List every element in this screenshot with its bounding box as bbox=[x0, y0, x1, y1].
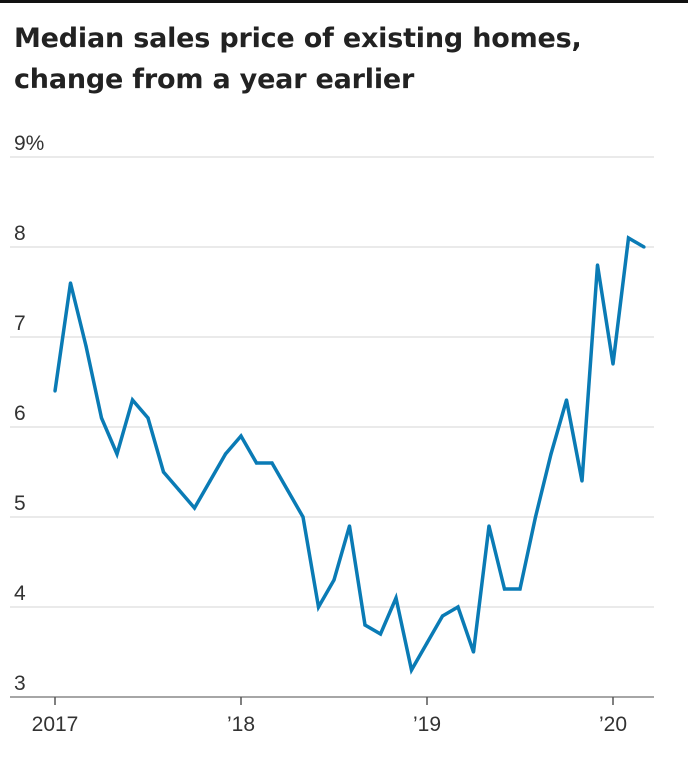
x-tick-label: 2017 bbox=[32, 713, 79, 736]
data-point bbox=[239, 434, 243, 438]
data-point bbox=[549, 452, 553, 456]
data-point bbox=[53, 389, 57, 393]
y-tick-label: 9% bbox=[14, 132, 44, 155]
y-tick-label: 6 bbox=[14, 402, 26, 425]
data-point bbox=[270, 461, 274, 465]
x-tick-label: ’18 bbox=[227, 713, 255, 736]
data-point bbox=[502, 587, 507, 591]
data-point bbox=[564, 398, 569, 402]
y-tick-label: 5 bbox=[14, 492, 26, 515]
data-point bbox=[177, 488, 181, 492]
data-point bbox=[378, 632, 383, 636]
data-point bbox=[130, 398, 135, 402]
data-point bbox=[394, 596, 398, 600]
y-tick-label: 8 bbox=[14, 222, 26, 245]
y-tick-label: 4 bbox=[14, 582, 26, 605]
data-point bbox=[347, 524, 352, 528]
data-point bbox=[254, 461, 259, 465]
y-tick-label: 7 bbox=[14, 312, 26, 335]
data-point bbox=[146, 416, 150, 420]
data-point bbox=[440, 614, 445, 618]
data-point bbox=[332, 578, 336, 582]
data-point bbox=[223, 452, 228, 456]
data-point bbox=[611, 362, 615, 366]
data-point bbox=[533, 515, 538, 519]
data-point bbox=[626, 236, 631, 240]
data-point bbox=[595, 263, 600, 267]
data-point bbox=[208, 479, 212, 483]
series-layer bbox=[53, 235, 646, 675]
data-point bbox=[84, 344, 88, 348]
x-axis: 2017 ’18 ’19 ’20 bbox=[32, 697, 627, 736]
data-point bbox=[161, 470, 166, 474]
series-line bbox=[53, 235, 645, 675]
gridlines bbox=[10, 156, 654, 698]
x-tick-label: ’19 bbox=[413, 713, 441, 736]
y-tick-label: 3 bbox=[14, 672, 26, 695]
top-rule bbox=[0, 0, 688, 3]
data-point bbox=[316, 605, 321, 609]
data-point bbox=[301, 515, 305, 519]
data-point bbox=[285, 488, 290, 492]
chart-title: Median sales price of existing homes, ch… bbox=[14, 23, 582, 95]
data-point bbox=[642, 245, 646, 249]
x-tick-label: ’20 bbox=[599, 713, 627, 736]
data-point bbox=[99, 416, 104, 420]
data-point bbox=[425, 641, 429, 645]
data-point bbox=[487, 524, 491, 528]
data-point bbox=[471, 650, 476, 654]
data-point bbox=[363, 623, 367, 627]
data-point bbox=[192, 506, 197, 510]
data-point bbox=[518, 587, 522, 591]
data-point bbox=[580, 479, 584, 483]
data-point bbox=[456, 605, 460, 609]
data-point bbox=[409, 668, 414, 672]
data-point bbox=[68, 281, 73, 285]
data-point bbox=[115, 452, 119, 456]
y-axis-labels: 9% 8 7 6 5 4 3 bbox=[14, 132, 44, 695]
